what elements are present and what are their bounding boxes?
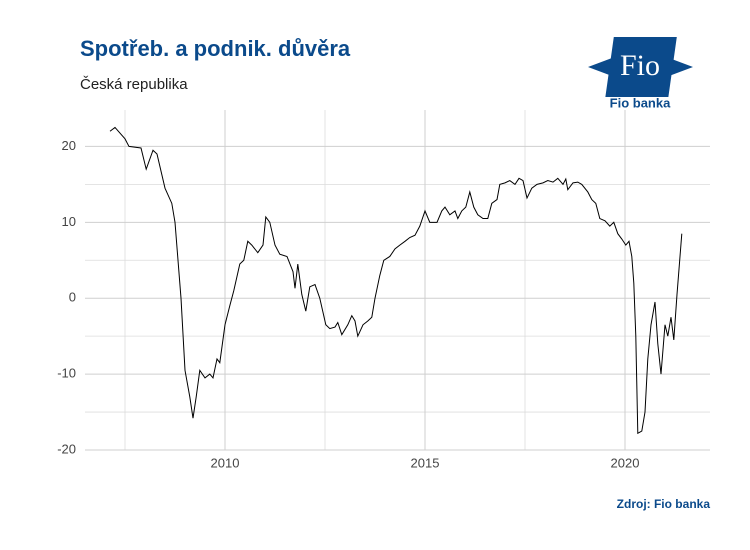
y-tick-label: 20 [62,138,76,153]
y-tick-label: -10 [57,366,76,381]
logo-text: Fio [620,49,660,82]
chart-subtitle: Česká republika [80,76,188,93]
x-tick-label: 2020 [611,455,640,470]
x-tick-label: 2015 [411,455,440,470]
x-tick-label: 2010 [211,455,240,470]
y-tick-label: 10 [62,214,76,229]
y-tick-label: -20 [57,441,76,456]
chart-title: Spotřeb. a podnik. důvěra [80,36,351,61]
line [109,126,683,435]
logo-caption: Fio banka [610,95,671,110]
y-tick-label: 0 [69,290,76,305]
source: Zdroj: Fio banka [617,497,711,511]
logo: Fio Fio banka [588,37,693,110]
